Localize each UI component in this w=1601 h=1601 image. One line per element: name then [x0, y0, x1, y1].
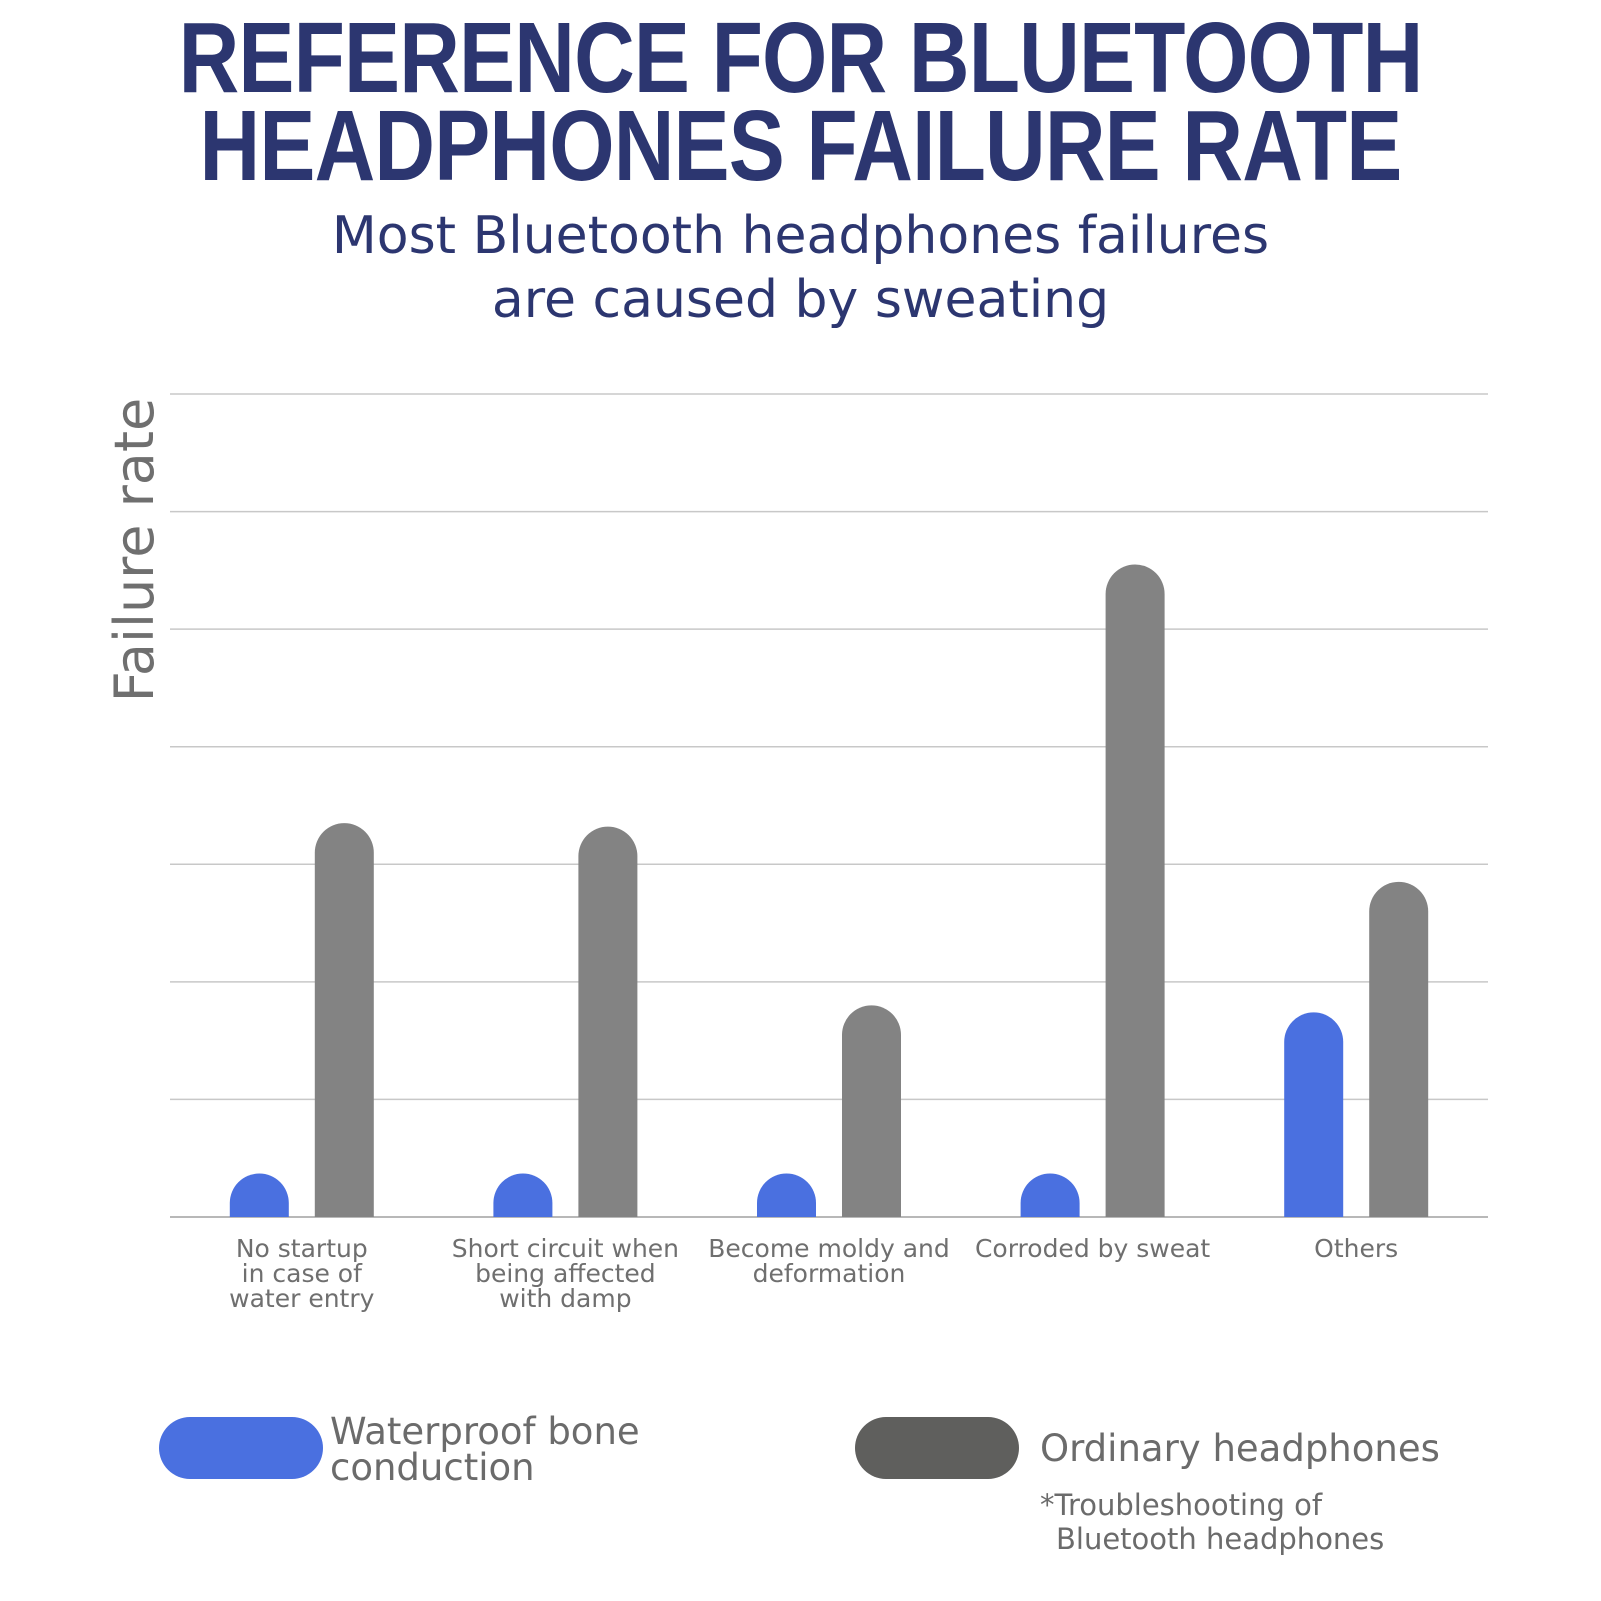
legend-label-ordinary: Ordinary headphones	[1040, 1427, 1440, 1470]
x-tick-label-line: being affected	[475, 1259, 656, 1288]
legend-label-waterproof: Waterproof bone conduction	[330, 1410, 640, 1489]
bar-waterproof	[1020, 1173, 1080, 1217]
bar-ordinary	[314, 823, 374, 1217]
x-tick-label-line: water entry	[229, 1284, 375, 1313]
x-tick-label: Others	[1226, 1236, 1486, 1261]
legend-label-waterproof-line-2: conduction	[330, 1446, 535, 1489]
x-tick-label: Become moldy and deformation	[699, 1236, 959, 1286]
x-tick-label-line: in case of	[241, 1259, 362, 1288]
bar-waterproof	[757, 1173, 816, 1217]
chart-title-line-2: HEADPHONES FAILURE RATE	[199, 90, 1403, 202]
footnote-line-1: *Troubleshooting of	[1040, 1488, 1323, 1522]
chart-title-line-1: REFERENCE FOR BLUETOOTH	[178, 2, 1424, 114]
chart-subtitle-line-2: are caused by sweating	[491, 270, 1110, 330]
chart-title: REFERENCE FOR BLUETOOTH HEADPHONES FAILU…	[128, 2, 1473, 202]
x-tick-label-line: Short circuit when	[451, 1234, 680, 1263]
x-tick-label-line: No startup	[235, 1234, 368, 1263]
gridlines	[170, 393, 1488, 1218]
legend-swatch-ordinary	[855, 1417, 1019, 1479]
x-tick-label: Corroded by sweat	[963, 1236, 1223, 1261]
x-tick-label-line: deformation	[752, 1259, 906, 1288]
bars	[229, 564, 1429, 1217]
footnote-line-2: Bluetooth headphones	[1056, 1522, 1385, 1556]
x-tick-label: Short circuit when being affected with dam…	[435, 1236, 695, 1311]
bar-chart: Failure rate	[103, 393, 1488, 1218]
x-tick-label: No startup in case of water entry	[172, 1236, 432, 1311]
x-tick-label-line: Others	[1314, 1234, 1399, 1263]
bar-ordinary	[1105, 564, 1165, 1217]
legend-swatch-waterproof	[159, 1417, 323, 1479]
bar-waterproof	[493, 1173, 553, 1217]
bar-ordinary	[578, 826, 638, 1217]
chart-subtitle: Most Bluetooth headphones failures are c…	[0, 204, 1601, 332]
legend-label-waterproof-line-1: Waterproof bone	[330, 1410, 640, 1453]
bar-ordinary	[842, 1005, 901, 1217]
x-tick-label-line: Corroded by sweat	[974, 1234, 1211, 1263]
chart-subtitle-line-1: Most Bluetooth headphones failures	[331, 206, 1270, 266]
bar-waterproof	[1284, 1012, 1344, 1217]
y-axis-label: Failure rate	[103, 398, 166, 703]
footnote: *Troubleshooting of Bluetooth headphones	[1040, 1488, 1384, 1556]
bar-ordinary	[1369, 881, 1429, 1217]
x-tick-label-line: Become moldy and	[708, 1234, 950, 1263]
bar-waterproof	[229, 1173, 289, 1217]
x-tick-label-line: with damp	[499, 1284, 632, 1313]
